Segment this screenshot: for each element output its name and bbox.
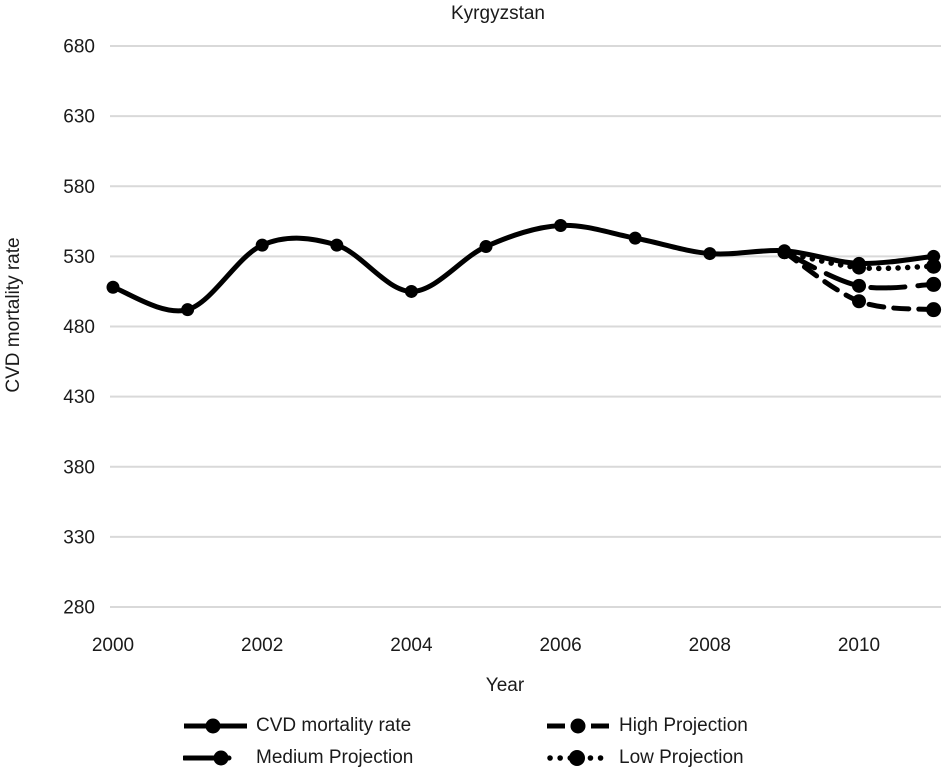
data-point-marker	[330, 238, 344, 252]
data-point-marker	[927, 249, 941, 263]
legend-label: Low Projection	[619, 747, 744, 768]
y-tick-label: 430	[63, 387, 95, 408]
data-point-marker	[181, 303, 195, 317]
y-tick-label: 680	[63, 37, 95, 58]
data-point-marker	[852, 256, 866, 270]
data-point-marker	[106, 280, 120, 294]
legend: CVD mortality rate High Projection Mediu…	[0, 710, 944, 774]
solid-line-marker-icon	[184, 718, 247, 734]
data-point-marker	[255, 238, 269, 252]
data-point-marker	[852, 278, 866, 293]
long-dash-line-marker-icon	[183, 750, 232, 766]
y-tick-label: 330	[63, 527, 95, 548]
y-tick-label: 580	[63, 177, 95, 198]
x-axis-title: Year	[485, 675, 525, 696]
y-tick-label: 630	[63, 107, 95, 128]
legend-item-medium-projection: Medium Projection	[183, 742, 413, 774]
legend-item-low-projection: Low Projection	[546, 742, 744, 774]
legend-item-cvd-mortality-rate: CVD mortality rate	[183, 710, 411, 742]
legend-item-high-projection: High Projection	[546, 710, 748, 742]
y-tick-label: 380	[63, 457, 95, 478]
dashed-line-marker-icon	[547, 718, 609, 734]
data-point-marker	[703, 247, 717, 261]
data-point-marker	[777, 244, 791, 258]
y-tick-label: 480	[63, 317, 95, 338]
data-point-marker	[926, 258, 942, 274]
x-tick-label: 2010	[838, 635, 880, 656]
data-point-marker	[554, 219, 568, 233]
x-tick-label: 2004	[390, 635, 433, 656]
data-point-marker	[926, 276, 942, 292]
y-tick-label: 280	[63, 598, 95, 619]
data-point-marker	[628, 231, 642, 245]
x-tick-label: 2006	[539, 635, 581, 656]
legend-label: CVD mortality rate	[256, 715, 412, 736]
y-tick-label: 530	[63, 247, 95, 268]
data-point-marker	[404, 284, 418, 298]
legend-label: High Projection	[619, 715, 748, 736]
chart-title: Kyrgyzstan	[451, 3, 545, 24]
legend-label: Medium Projection	[256, 747, 414, 768]
data-point-marker	[926, 302, 942, 318]
x-tick-label: 2000	[92, 635, 134, 656]
dotted-line-marker-icon	[547, 750, 611, 766]
data-point-marker	[852, 294, 866, 309]
plot-area: 680 630 580 530 480 430 380 330 280 2000 2002 2004 2…	[63, 37, 942, 656]
x-tick-label: 2002	[241, 635, 283, 656]
x-tick-label: 2008	[689, 635, 731, 656]
data-point-marker	[479, 240, 493, 254]
